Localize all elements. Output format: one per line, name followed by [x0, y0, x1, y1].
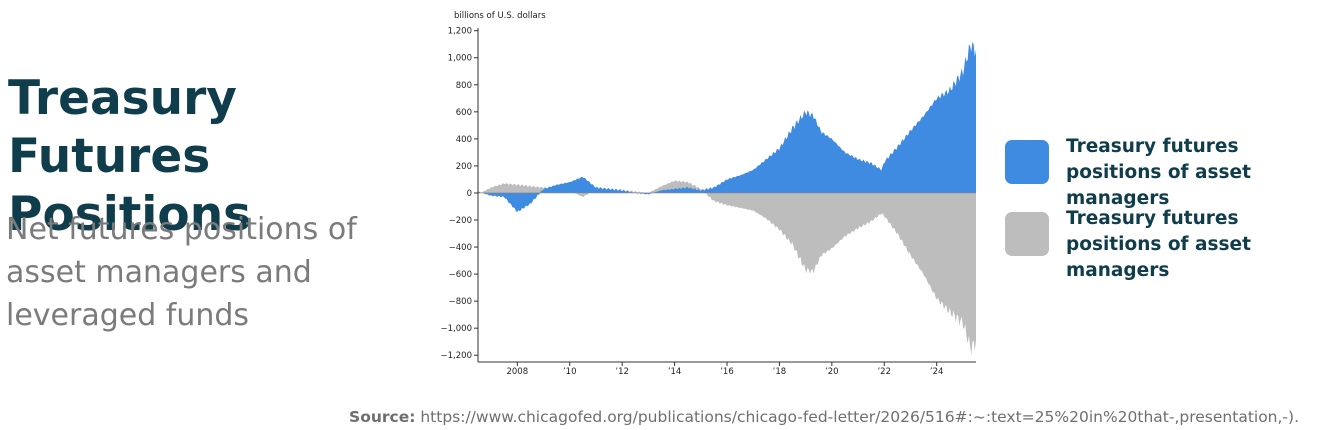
legend-label: Treasury futures positions of asset mana… [1066, 136, 1251, 209]
x-tick-label: ’24 [930, 367, 944, 377]
y-tick-label: −600 [449, 270, 472, 280]
series-area-asset-managers [478, 41, 976, 213]
y-tick-label: 800 [456, 81, 472, 91]
source-url: https://www.chicagofed.org/publications/… [415, 408, 1299, 426]
x-tick-label: ’20 [825, 367, 839, 377]
y-tick-label: 600 [456, 108, 472, 118]
source-label: Source: [349, 408, 416, 426]
area-chart: billions of U.S. dollars 1,200 1,000 800 60… [441, 11, 976, 377]
x-tick-label: ’12 [615, 367, 629, 377]
page-subtitle: Net futures positions of asset managers … [6, 212, 357, 333]
y-tick-label: −1,000 [441, 324, 472, 334]
legend-label: Treasury futures positions of asset mana… [1066, 208, 1251, 281]
y-tick-label: −200 [449, 216, 472, 226]
x-tick-label: ’22 [877, 367, 891, 377]
y-tick-label: −400 [449, 243, 472, 253]
source-note: Source: https://www.chicagofed.org/publi… [349, 408, 1299, 426]
x-tick-label: ’10 [563, 367, 577, 377]
y-tick-label: −800 [449, 297, 472, 307]
legend-item-leveraged-funds: Treasury futures positions of asset mana… [1005, 206, 1325, 281]
legend-swatch-gray [1005, 212, 1049, 256]
series-areas [478, 41, 976, 356]
y-tick-label: 400 [456, 135, 472, 145]
y-tick-label: −1,200 [441, 351, 472, 361]
legend: Treasury futures positions of asset mana… [1005, 134, 1325, 281]
y-tick-label: 1,200 [448, 27, 472, 37]
axes: 1,200 1,000 800 600 400 200 0 −200 −400 −600 −800 −… [441, 27, 976, 377]
legend-swatch-blue [1005, 140, 1049, 184]
y-tick-label: 1,000 [448, 54, 472, 64]
page-title: Treasury Futures Positions [8, 71, 252, 242]
y-tick-label: 200 [456, 162, 472, 172]
legend-item-asset-managers: Treasury futures positions of asset mana… [1005, 134, 1325, 209]
x-tick-label: 2008 [506, 367, 528, 377]
y-tick-label: 0 [467, 189, 472, 199]
x-tick-label: ’14 [668, 367, 682, 377]
x-tick-label: ’16 [720, 367, 734, 377]
y-axis-label: billions of U.S. dollars [454, 11, 546, 21]
series-area-leveraged-funds [478, 180, 976, 356]
x-tick-label: ’18 [773, 367, 787, 377]
